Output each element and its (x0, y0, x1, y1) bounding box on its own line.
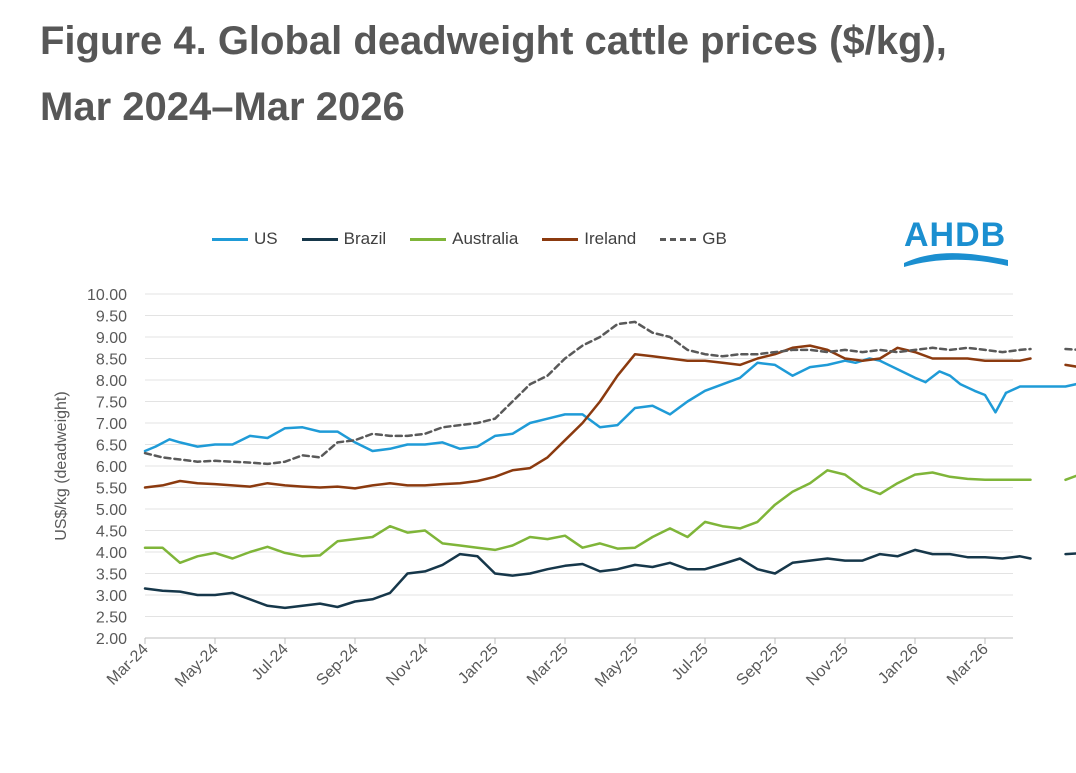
series-line-australia-segment-1 (143, 469, 1032, 565)
x-tick-label: Sep-25 (733, 641, 782, 690)
series-line-brazil-segment-1 (143, 548, 1032, 610)
legend-swatch-us (212, 237, 248, 241)
legend-item-ireland: Ireland (542, 229, 636, 249)
y-tick-label: 9.00 (96, 330, 127, 347)
legend-label-us: US (254, 229, 278, 248)
series-line-australia-segment-2 (1064, 474, 1076, 482)
y-tick-label: 8.50 (96, 352, 127, 369)
y-tick-label: 5.50 (96, 481, 127, 498)
y-tick-label: 8.00 (96, 373, 127, 390)
legend-label-brazil: Brazil (343, 229, 387, 248)
y-tick-label: 2.00 (96, 631, 127, 648)
series-line-us-segment-1 (143, 357, 927, 453)
ahdb-logo-text: AHDB (904, 216, 1007, 254)
x-tick-label: Mar-25 (524, 641, 572, 689)
legend-label-ireland: Ireland (584, 229, 637, 248)
x-tick-label: Mar-26 (944, 641, 992, 689)
y-tick-label: 2.50 (96, 610, 127, 627)
legend-item-australia: Australia (410, 229, 518, 249)
legend-swatch-gb (660, 237, 697, 241)
series-line-ireland-segment-2 (1064, 363, 1076, 368)
y-tick-label: 5.00 (96, 502, 127, 519)
y-tick-label: 6.00 (96, 459, 127, 476)
x-tick-label: Jul-25 (669, 641, 712, 684)
y-tick-label: 9.50 (96, 309, 127, 326)
x-tick-label: Jan-26 (875, 641, 922, 688)
y-tick-label: 4.00 (96, 545, 127, 562)
ahdb-logo: AHDB (900, 216, 1014, 272)
series-line-ireland-segment-1 (143, 344, 1032, 490)
figure-title: Figure 4. Global deadweight cattle price… (40, 8, 1060, 140)
y-tick-label: 3.50 (96, 567, 127, 584)
y-tick-label: 10.00 (87, 287, 127, 304)
x-tick-label: Nov-24 (383, 641, 432, 690)
legend-swatch-ireland (542, 237, 579, 241)
figure-title-line-2: Mar 2024–Mar 2026 (40, 85, 405, 129)
x-tick-label: Jan-25 (455, 641, 502, 688)
x-tick-label: May-25 (592, 641, 642, 691)
series-line-us-segment-2 (924, 370, 1008, 414)
figure-title-line-1: Figure 4. Global deadweight cattle price… (40, 19, 947, 63)
x-tick-label: Nov-25 (803, 641, 852, 690)
x-tick-label: Jul-24 (249, 641, 292, 684)
legend-item-us: US (212, 229, 278, 249)
x-tick-label: Sep-24 (313, 641, 362, 690)
x-tick-label: May-24 (172, 641, 222, 691)
chart-legend: US Brazil Australia Ireland GB (212, 228, 751, 250)
legend-item-brazil: Brazil (301, 229, 387, 249)
series-line-gb-segment-2 (1064, 347, 1076, 351)
legend-item-gb: GB (660, 229, 727, 249)
series-line-us-segment-3 (1004, 382, 1076, 395)
y-axis-title: US$/kg (deadweight) (53, 391, 70, 540)
y-tick-label: 3.00 (96, 588, 127, 605)
ahdb-logo-wave-icon (904, 253, 1008, 267)
legend-label-gb: GB (702, 229, 727, 248)
y-tick-label: 7.50 (96, 395, 127, 412)
y-tick-label: 4.50 (96, 524, 127, 541)
legend-label-australia: Australia (452, 229, 519, 248)
series-line-gb-segment-1 (143, 320, 1032, 466)
series-line-brazil-segment-2 (1064, 552, 1076, 556)
legend-swatch-brazil (301, 237, 338, 241)
y-tick-label: 7.00 (96, 416, 127, 433)
y-tick-label: 6.50 (96, 438, 127, 455)
legend-swatch-australia (410, 237, 447, 241)
